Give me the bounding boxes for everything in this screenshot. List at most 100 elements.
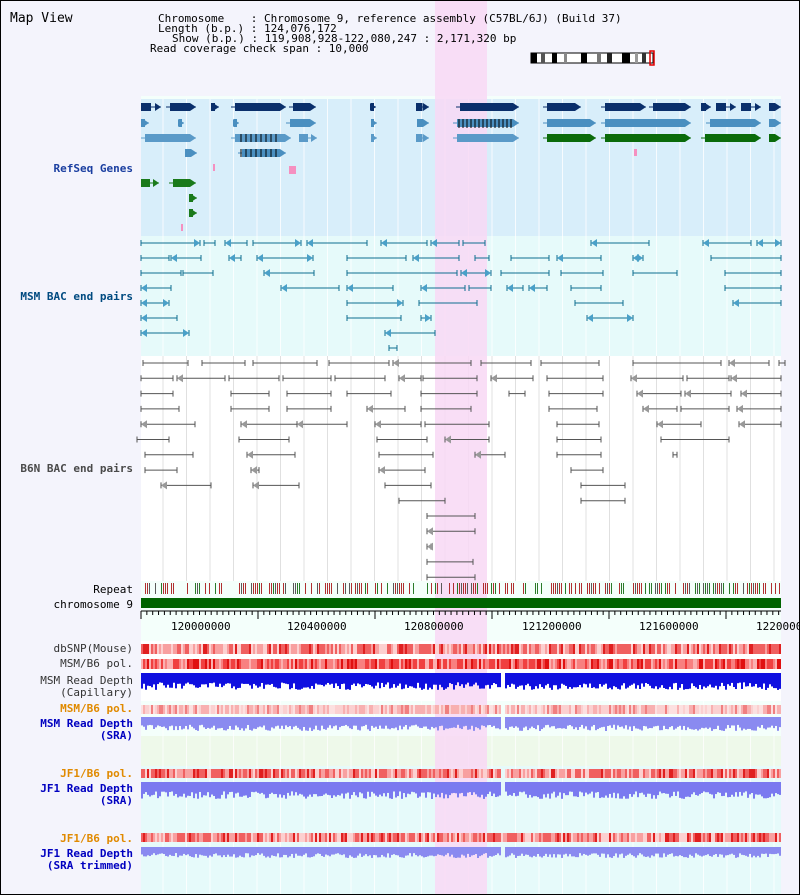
- read-depth-bar: [567, 673, 569, 689]
- repeat-mark: [587, 583, 588, 594]
- snp-density-bar: [489, 833, 491, 842]
- gene-exon-block: [547, 103, 575, 111]
- snp-density-bar: [401, 833, 403, 842]
- snp-density-bar: [723, 769, 725, 778]
- read-depth-bar: [451, 673, 453, 685]
- read-depth-bar: [353, 717, 355, 726]
- read-depth-bar: [203, 717, 205, 728]
- snp-density-bar: [487, 769, 489, 778]
- snp-density-bar: [345, 833, 347, 842]
- read-depth-bar: [631, 782, 633, 797]
- track-label-refseq[interactable]: RefSeq Genes: [53, 162, 133, 175]
- snp-density-bar: [301, 833, 303, 842]
- snp-density-bar: [573, 659, 575, 669]
- snp-density-bar: [381, 644, 383, 654]
- read-depth-bar: [141, 847, 143, 855]
- read-depth-bar: [697, 717, 699, 731]
- read-depth-bar: [209, 673, 211, 684]
- read-depth-bar: [663, 782, 665, 794]
- snp-density-bar: [269, 644, 271, 654]
- snp-density-bar: [215, 659, 217, 669]
- repeat-mark: [209, 583, 210, 594]
- snp-density-bar: [147, 659, 149, 669]
- snp-density-bar: [629, 644, 631, 654]
- read-depth-bar: [381, 717, 383, 729]
- read-depth-bar: [759, 717, 761, 728]
- snp-density-bar: [259, 769, 261, 778]
- snp-density-bar: [225, 659, 227, 669]
- read-depth-bar: [183, 847, 185, 854]
- snp-density-bar: [633, 769, 635, 778]
- read-depth-bar: [335, 782, 337, 797]
- read-depth-bar: [331, 847, 333, 855]
- snp-density-bar: [293, 659, 295, 669]
- read-depth-bar: [561, 717, 563, 729]
- snp-density-bar: [473, 659, 475, 669]
- snp-density-bar: [423, 769, 425, 778]
- read-depth-bar: [763, 717, 765, 729]
- snp-density-bar: [749, 769, 751, 778]
- read-depth-bar: [371, 782, 373, 792]
- read-depth-bar: [393, 782, 395, 792]
- repeat-mark: [765, 583, 766, 594]
- gene-exon: [141, 179, 150, 187]
- repeat-mark: [399, 583, 400, 594]
- repeat-mark: [667, 583, 668, 594]
- snp-density-bar: [283, 769, 285, 778]
- read-depth-bar: [489, 782, 491, 792]
- snp-density-bar: [367, 769, 369, 778]
- snp-density-bar: [695, 644, 697, 654]
- snp-density-bar: [611, 833, 613, 842]
- read-depth-bar: [305, 673, 307, 688]
- read-depth-bar: [601, 782, 603, 798]
- snp-density-bar: [195, 769, 197, 778]
- snp-density-bar: [529, 705, 531, 714]
- snp-density-bar: [605, 769, 607, 778]
- snp-density-bar: [627, 659, 629, 669]
- snp-density-bar: [739, 769, 741, 778]
- read-depth-bar: [477, 717, 479, 729]
- snp-density-bar: [323, 833, 325, 842]
- read-depth-bar: [739, 717, 741, 728]
- read-depth-bar: [645, 847, 647, 858]
- read-depth-bar: [663, 673, 665, 688]
- snp-density-bar: [679, 833, 681, 842]
- snp-density-bar: [271, 659, 273, 669]
- snp-density-bar: [637, 659, 639, 669]
- snp-density-bar: [579, 659, 581, 669]
- read-depth-bar: [673, 673, 675, 684]
- track-label-b6n-bac[interactable]: B6N BAC end pairs: [20, 462, 133, 475]
- snp-density-bar: [741, 659, 743, 669]
- snp-density-bar: [491, 659, 493, 669]
- snp-density-bar: [669, 705, 671, 714]
- gene-strand-arrow: [685, 103, 691, 111]
- read-depth-bar: [493, 673, 495, 684]
- repeat-mark: [381, 583, 382, 594]
- read-depth-bar: [775, 782, 777, 794]
- snp-density-bar: [361, 833, 363, 842]
- bac-end-arrow: [529, 284, 535, 292]
- snp-density-bar: [143, 705, 145, 714]
- read-depth-bar: [245, 782, 247, 796]
- track-label-msm-bac[interactable]: MSM BAC end pairs: [20, 290, 133, 303]
- snp-density-bar: [153, 659, 155, 669]
- snp-density-bar: [617, 769, 619, 778]
- read-depth-bar: [323, 782, 325, 795]
- snp-density-bar: [253, 833, 255, 842]
- snp-density-bar: [459, 769, 461, 778]
- snp-density-bar: [285, 644, 287, 654]
- read-depth-bar: [677, 847, 679, 857]
- read-depth-bar: [341, 782, 343, 794]
- read-depth-bar: [331, 717, 333, 729]
- read-depth-bar: [523, 717, 525, 728]
- snp-density-bar: [387, 705, 389, 714]
- snp-density-bar: [661, 705, 663, 714]
- read-depth-bar: [459, 673, 461, 687]
- read-depth-bar: [409, 717, 411, 727]
- read-depth-bar: [529, 673, 531, 687]
- read-depth-bar: [243, 717, 245, 731]
- snp-density-bar: [211, 705, 213, 714]
- snp-density-bar: [493, 769, 495, 778]
- read-depth-bar: [437, 782, 439, 795]
